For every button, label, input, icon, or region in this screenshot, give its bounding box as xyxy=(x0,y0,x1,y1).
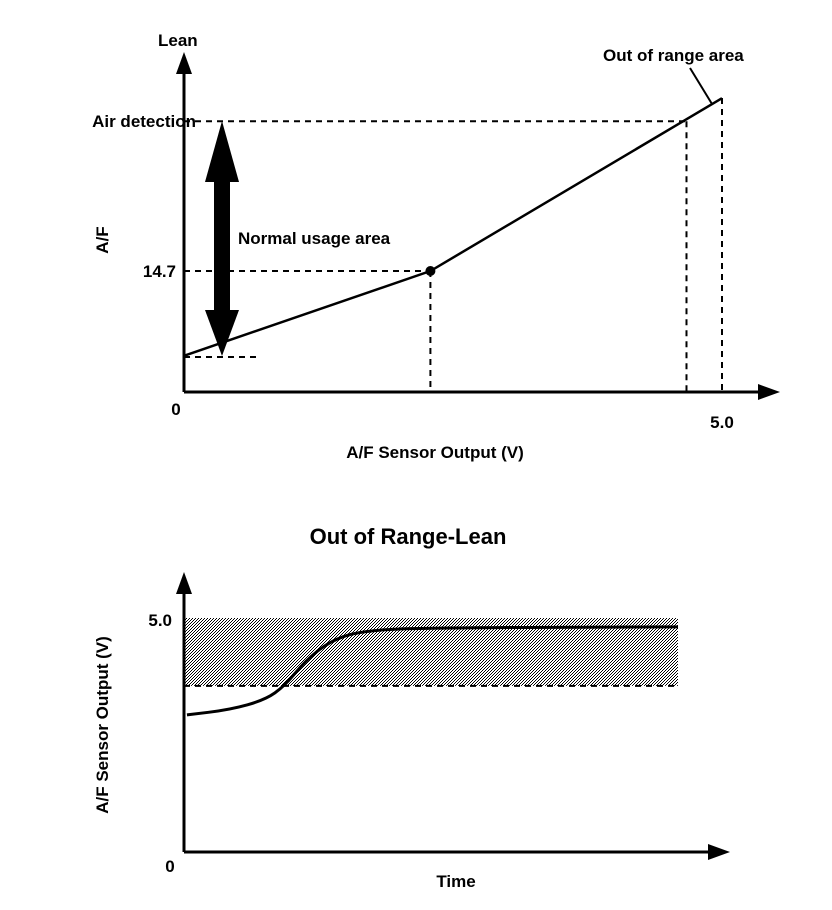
bottom-y-axis-title: A/F Sensor Output (V) xyxy=(93,636,112,814)
y-axis-top-label: Lean xyxy=(158,31,198,50)
normal-range-arrow-shaft xyxy=(214,180,230,312)
y-axis-title: A/F xyxy=(93,226,112,253)
x-tick-label: 5.0 xyxy=(710,413,734,432)
out-of-range-label: Out of range area xyxy=(603,46,744,65)
out-of-range-pointer xyxy=(689,67,713,105)
sensor-output-curve xyxy=(186,625,679,717)
bottom-chart-title: Out of Range-Lean xyxy=(310,524,507,549)
stoich-point xyxy=(425,266,436,277)
bottom-y-tick-label: 5.0 xyxy=(148,611,172,630)
bottom-y-axis-arrow-icon xyxy=(176,572,192,594)
normal-usage-label: Normal usage area xyxy=(238,229,391,248)
y-axis-arrow-icon xyxy=(176,52,192,74)
x-axis-arrow-icon xyxy=(758,384,780,400)
normal-range-arrow-down-icon xyxy=(205,310,239,356)
bottom-x-axis-arrow-icon xyxy=(708,844,730,860)
x-axis-title: A/F Sensor Output (V) xyxy=(346,443,524,462)
stoich-tick-label: 14.7 xyxy=(143,262,176,281)
origin-label: 0 xyxy=(171,400,180,419)
normal-range-arrow-up-icon xyxy=(205,121,239,182)
air-detection-label: Air detection xyxy=(92,112,196,131)
bottom-x-axis-title: Time xyxy=(436,872,475,891)
bottom-origin-label: 0 xyxy=(165,857,174,876)
af-characteristic-line xyxy=(183,97,723,357)
